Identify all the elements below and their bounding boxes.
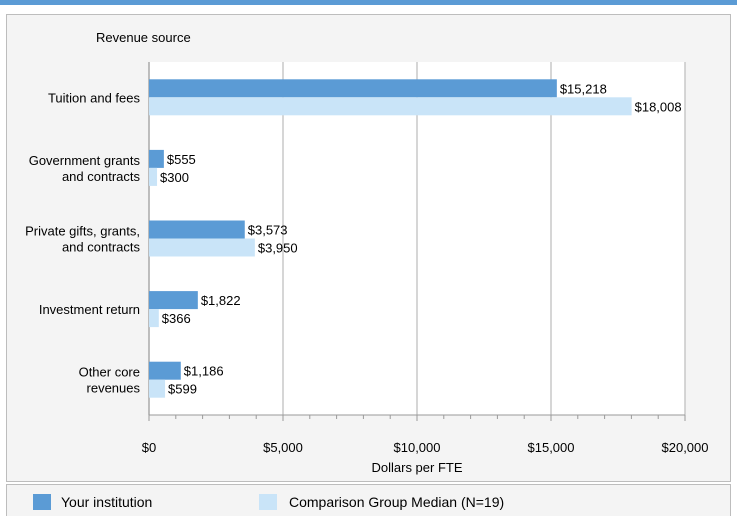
x-tick-label: $0 [142, 440, 156, 455]
data-label: $3,950 [258, 241, 298, 256]
bar-your-institution [149, 79, 557, 98]
category-label: Tuition and fees [48, 90, 141, 105]
legend-swatch-your-institution [33, 494, 51, 510]
legend-label-your-institution: Your institution [61, 494, 153, 510]
bar-your-institution [149, 220, 245, 239]
bar-comparison-median [149, 97, 632, 116]
category-label: Investment return [39, 302, 140, 317]
bar-your-institution [149, 291, 198, 310]
data-label: $3,573 [248, 223, 288, 238]
data-label: $366 [162, 311, 191, 326]
category-label: Other core [79, 365, 140, 380]
bar-your-institution [149, 149, 164, 168]
category-label: Government grants [29, 153, 141, 168]
x-tick-label: $15,000 [528, 440, 575, 455]
chart-title: Revenue source [96, 30, 191, 45]
legend-swatch-comparison-median [259, 494, 277, 510]
category-label: Private gifts, grants, [25, 224, 140, 239]
x-tick-label: $10,000 [394, 440, 441, 455]
data-label: $555 [167, 152, 196, 167]
x-tick-label: $20,000 [662, 440, 709, 455]
bar-comparison-median [149, 238, 255, 257]
data-label: $599 [168, 382, 197, 397]
bar-your-institution [149, 361, 181, 380]
x-axis-title: Dollars per FTE [371, 460, 462, 475]
bar-comparison-median [149, 379, 166, 398]
legend [6, 484, 731, 516]
data-label: $15,218 [560, 81, 607, 96]
data-label: $1,186 [184, 364, 224, 379]
x-tick-label: $5,000 [263, 440, 303, 455]
category-label: and contracts [62, 240, 141, 255]
data-label: $300 [160, 170, 189, 185]
bar-comparison-median [149, 167, 158, 186]
category-label: revenues [87, 381, 141, 396]
category-label: and contracts [62, 169, 141, 184]
data-label: $18,008 [635, 99, 682, 114]
legend-label-comparison-median: Comparison Group Median (N=19) [289, 494, 505, 510]
top-accent-rule [0, 0, 737, 5]
bar-comparison-median [149, 309, 159, 328]
data-label: $1,822 [201, 293, 241, 308]
